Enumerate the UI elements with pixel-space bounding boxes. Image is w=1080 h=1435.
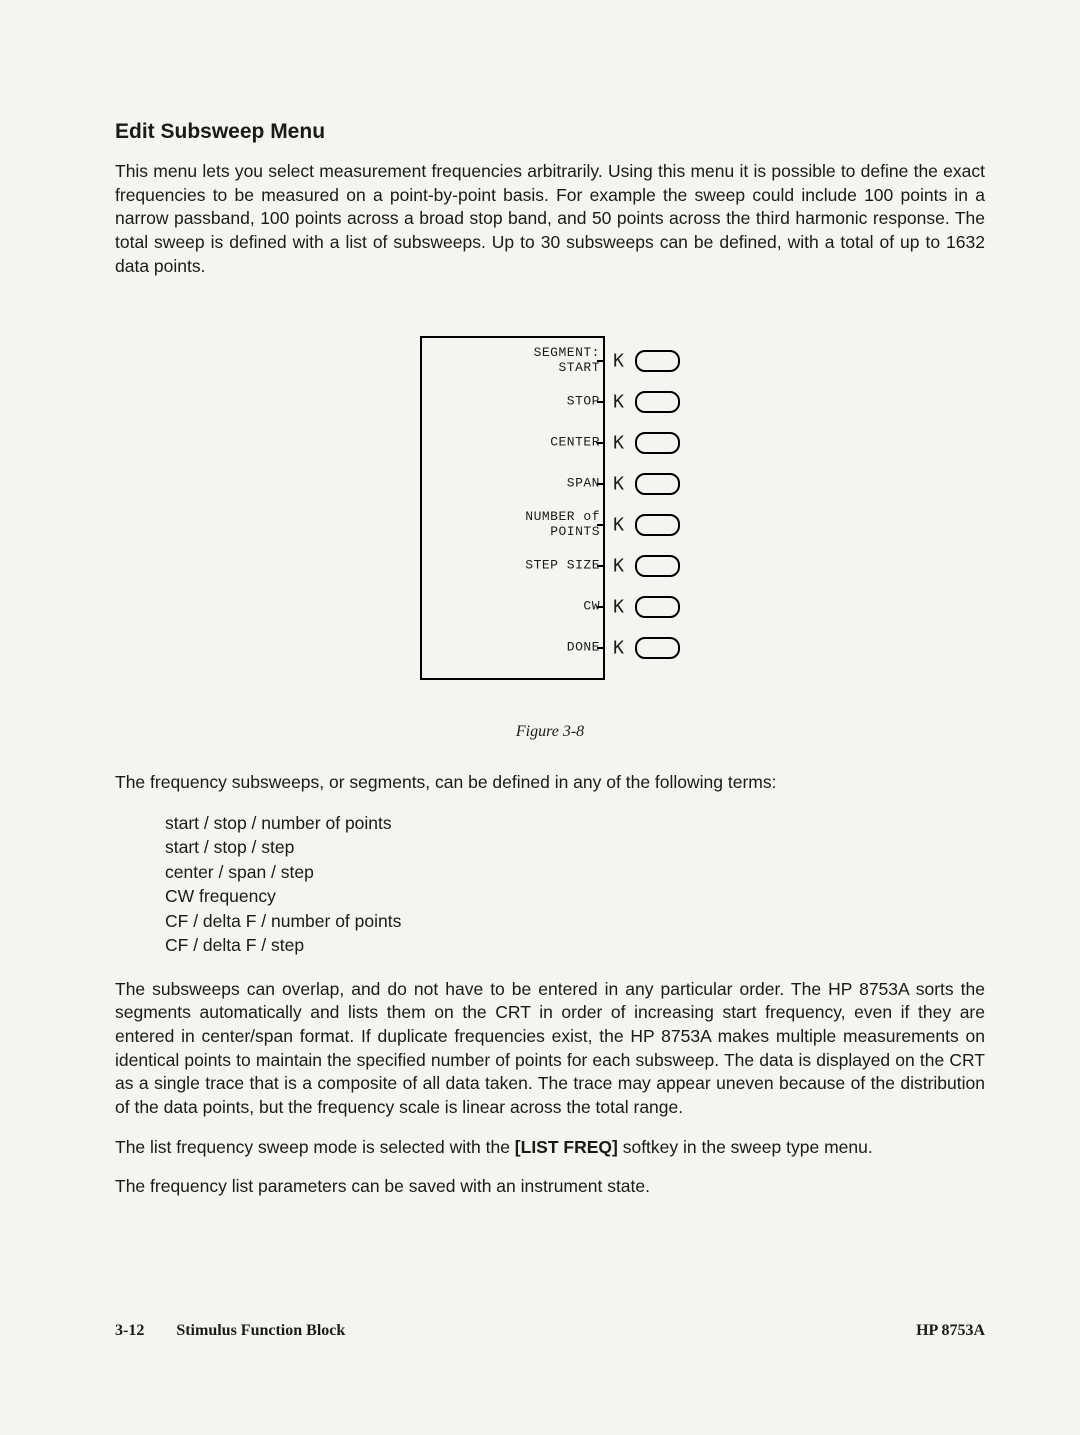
softkey-button[interactable] bbox=[635, 555, 680, 577]
menu-row: SPAN K bbox=[420, 463, 680, 504]
definition-item: CF / delta F / number of points bbox=[165, 909, 985, 934]
softkey-menu-diagram: SEGMENT: STARTKSTOPKCENTERKSPANKNUMBER o… bbox=[420, 328, 680, 688]
page-number: 3-12 bbox=[115, 1322, 144, 1339]
softkey-button[interactable] bbox=[635, 473, 680, 495]
menu-row: STOP K bbox=[420, 381, 680, 422]
figure: SEGMENT: STARTKSTOPKCENTERKSPANKNUMBER o… bbox=[115, 328, 985, 741]
text: softkey in the sweep type menu. bbox=[618, 1137, 873, 1157]
softkey-ref: [LIST FREQ] bbox=[515, 1137, 618, 1157]
softkey-button[interactable] bbox=[635, 637, 680, 659]
menu-label: DONE bbox=[567, 640, 600, 655]
menu-row: DONE K bbox=[420, 627, 680, 668]
menu-label: STOP bbox=[567, 394, 600, 409]
overlap-paragraph: The subsweeps can overlap, and do not ha… bbox=[115, 978, 985, 1120]
softkey-button[interactable] bbox=[635, 391, 680, 413]
menu-arrow: K bbox=[613, 473, 624, 494]
footer-left: 3-12 Stimulus Function Block bbox=[115, 1322, 345, 1340]
softkey-button[interactable] bbox=[635, 350, 680, 372]
definition-item: start / stop / number of points bbox=[165, 811, 985, 836]
menu-label: CENTER bbox=[550, 435, 600, 450]
page-footer: 3-12 Stimulus Function Block HP 8753A bbox=[115, 1322, 985, 1340]
definition-item: CW frequency bbox=[165, 884, 985, 909]
menu-row: STEP SIZE K bbox=[420, 545, 680, 586]
save-paragraph: The frequency list parameters can be sav… bbox=[115, 1175, 985, 1199]
text: The list frequency sweep mode is selecte… bbox=[115, 1137, 515, 1157]
menu-label: SPAN bbox=[567, 476, 600, 491]
menu-row: NUMBER of POINTS K bbox=[420, 504, 680, 545]
menu-label: NUMBER of POINTS bbox=[525, 510, 600, 540]
menu-tick bbox=[597, 401, 605, 403]
menu-tick bbox=[597, 565, 605, 567]
menu-arrow: K bbox=[613, 350, 624, 371]
menu-arrow: K bbox=[613, 391, 624, 412]
intro-paragraph: This menu lets you select measurement fr… bbox=[115, 160, 985, 278]
menu-tick bbox=[597, 647, 605, 649]
menu-row: CWK bbox=[420, 586, 680, 627]
menu-tick bbox=[597, 606, 605, 608]
definition-item: center / span / step bbox=[165, 860, 985, 885]
definition-item: CF / delta F / step bbox=[165, 933, 985, 958]
definition-item: start / stop / step bbox=[165, 835, 985, 860]
section-name: Stimulus Function Block bbox=[176, 1322, 345, 1339]
menu-arrow: K bbox=[613, 432, 624, 453]
menu-row: SEGMENT: START K bbox=[420, 340, 680, 381]
definitions-intro: The frequency subsweeps, or segments, ca… bbox=[115, 771, 985, 795]
menu-tick bbox=[597, 483, 605, 485]
menu-label: SEGMENT: START bbox=[534, 346, 600, 376]
section-heading: Edit Subsweep Menu bbox=[115, 120, 985, 144]
softkey-button[interactable] bbox=[635, 514, 680, 536]
figure-caption: Figure 3-8 bbox=[516, 723, 584, 741]
list-freq-paragraph: The list frequency sweep mode is selecte… bbox=[115, 1136, 985, 1160]
menu-arrow: K bbox=[613, 596, 624, 617]
softkey-button[interactable] bbox=[635, 432, 680, 454]
menu-row: CENTER K bbox=[420, 422, 680, 463]
menu-arrow: K bbox=[613, 555, 624, 576]
softkey-button[interactable] bbox=[635, 596, 680, 618]
footer-right: HP 8753A bbox=[916, 1322, 985, 1340]
menu-label: STEP SIZE bbox=[525, 558, 600, 573]
menu-tick bbox=[597, 442, 605, 444]
menu-arrow: K bbox=[613, 637, 624, 658]
menu-tick bbox=[597, 360, 605, 362]
menu-arrow: K bbox=[613, 514, 624, 535]
definition-list: start / stop / number of pointsstart / s… bbox=[165, 811, 985, 958]
page-content: Edit Subsweep Menu This menu lets you se… bbox=[0, 0, 1080, 1275]
menu-tick bbox=[597, 524, 605, 526]
